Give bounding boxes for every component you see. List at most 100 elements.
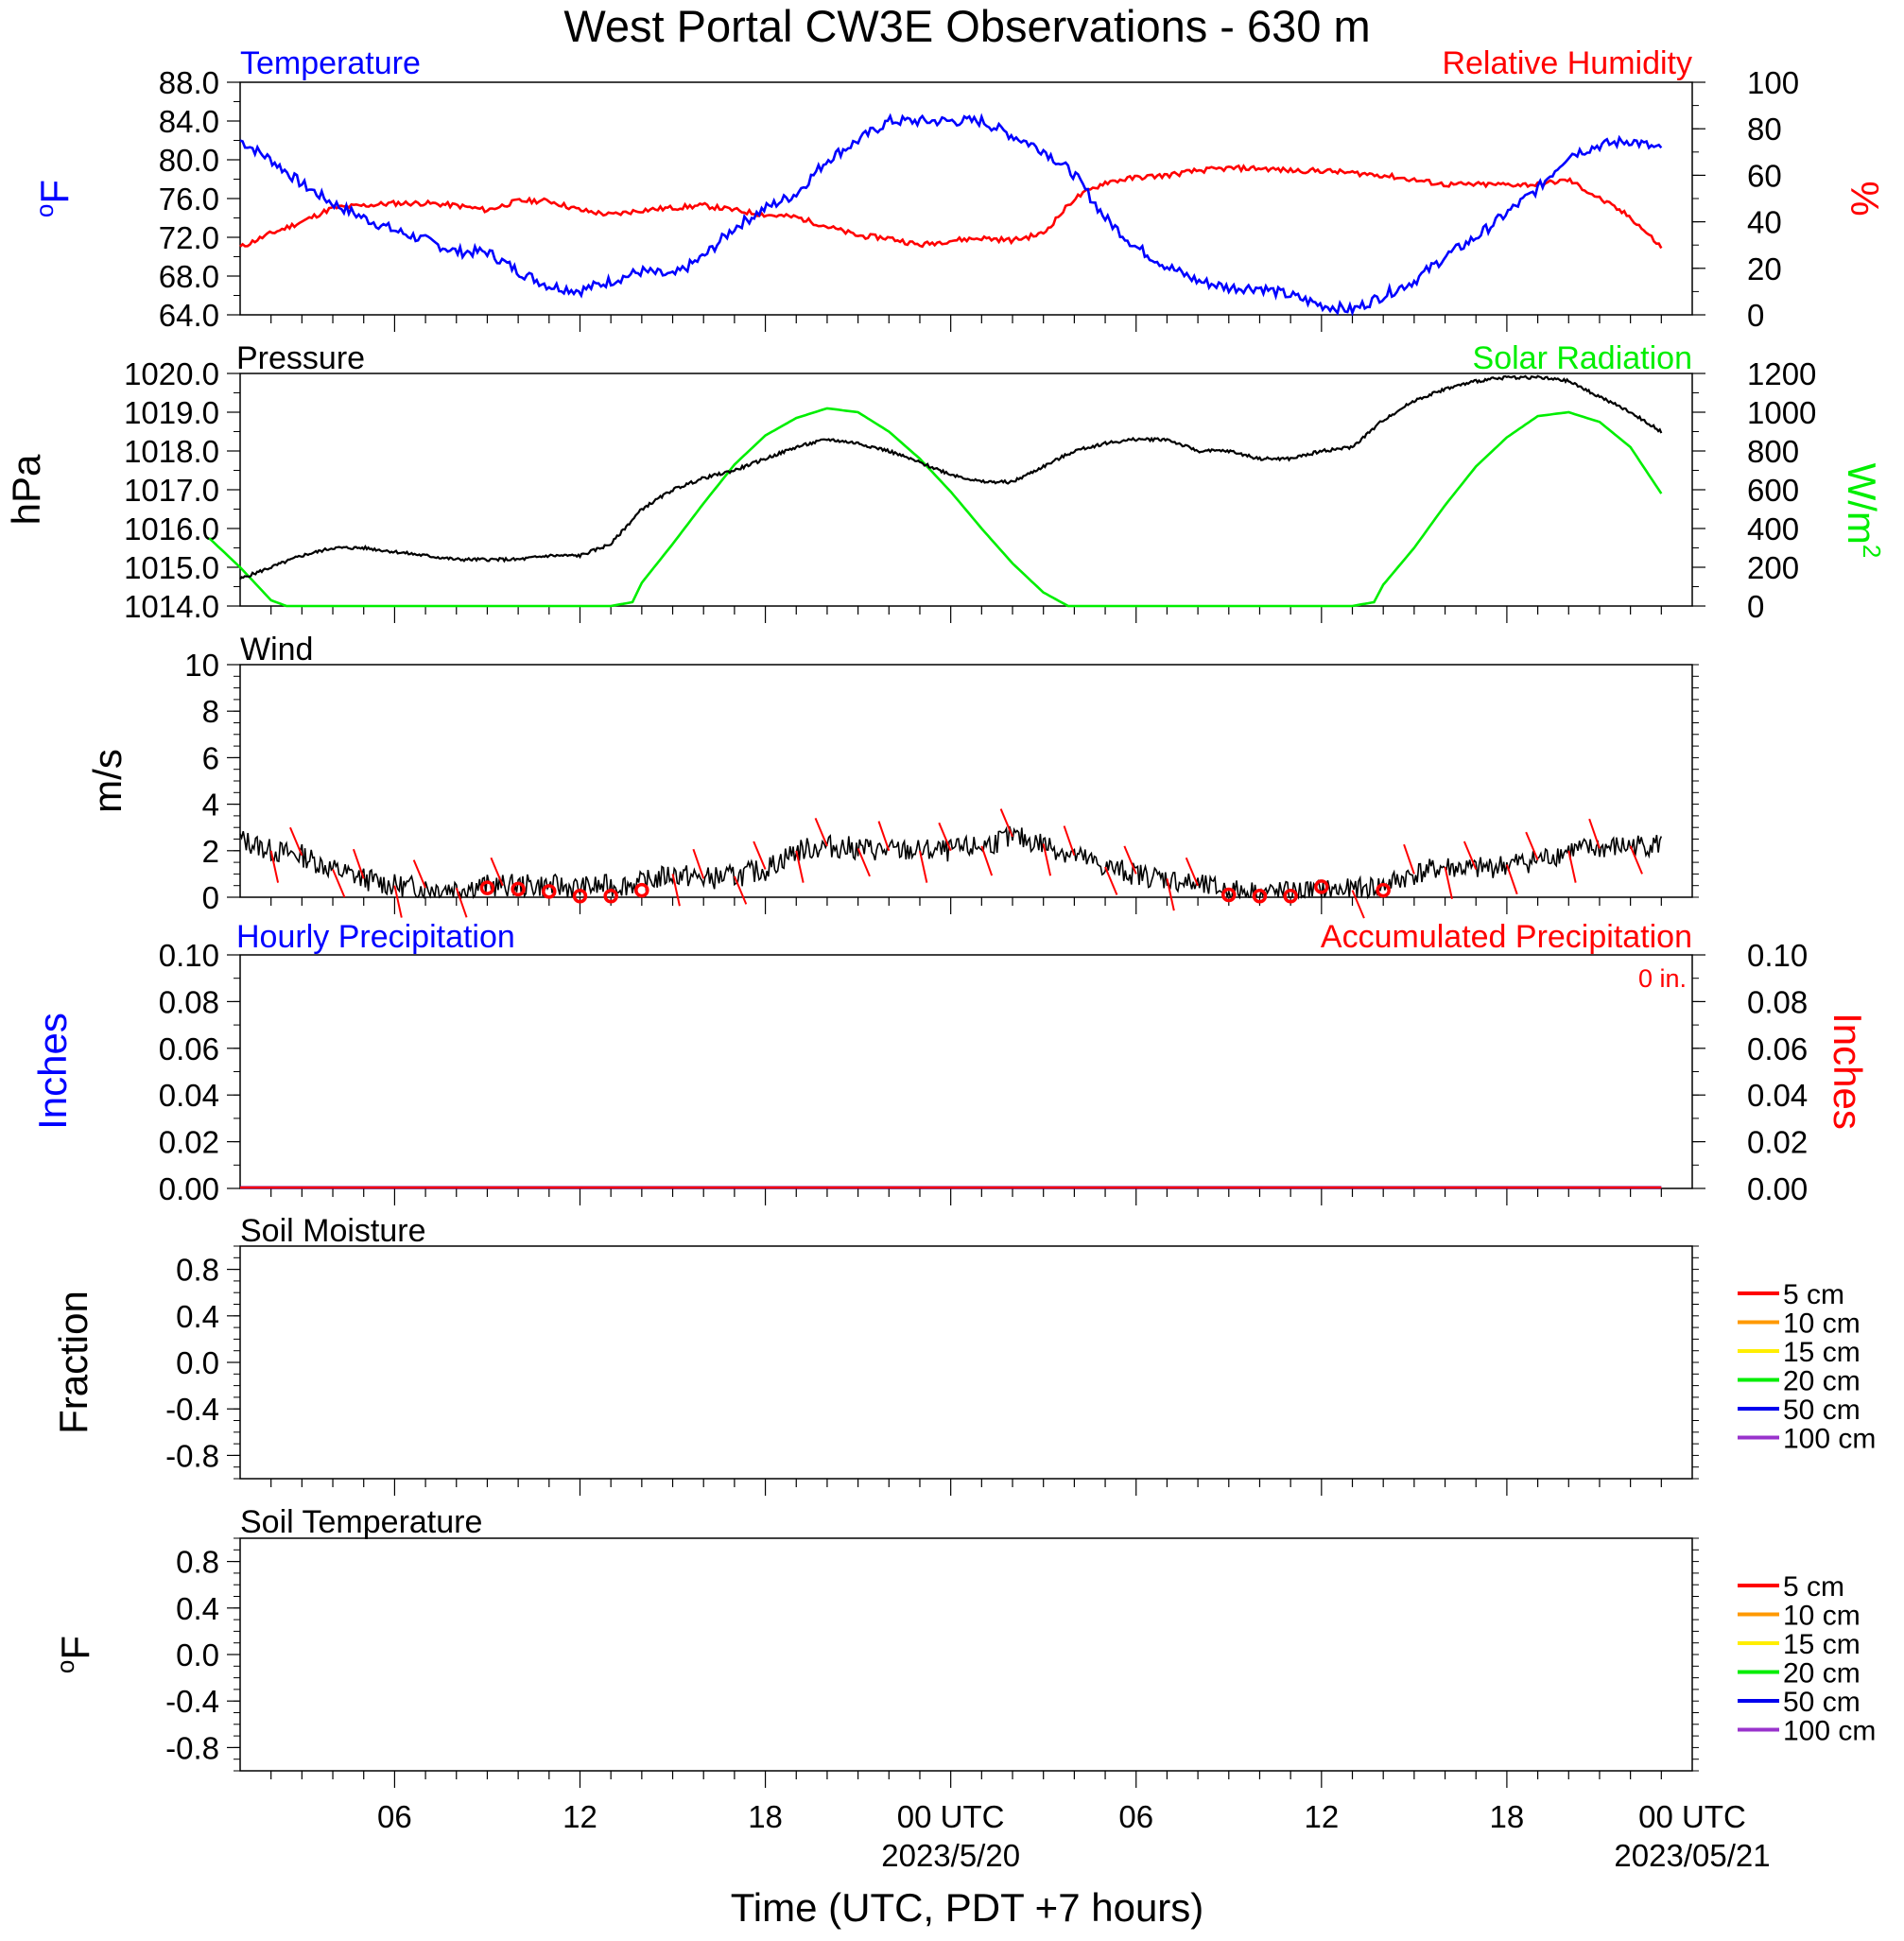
temperature-line <box>239 113 1663 317</box>
soil-moisture-legend-label: 15 cm <box>1783 1337 1861 1368</box>
soil-moisture-legend-label: 5 cm <box>1783 1279 1844 1310</box>
soil-moisture-legend-label: 100 cm <box>1783 1424 1876 1455</box>
solar-title: Solar Radiation <box>1473 340 1692 376</box>
soil-moisture-panel: -0.8 -0.4 0.0 0.4 0.8 <box>165 1245 1699 1496</box>
precip-right-tick-label: 0.00 <box>1747 1171 1808 1206</box>
soil-moisture-y-tick-label: 0.8 <box>176 1253 219 1288</box>
x-tick-label: 12 <box>563 1799 597 1834</box>
wind-barb <box>352 848 365 879</box>
calm-wind-marker <box>603 889 618 904</box>
x-tick-label: 06 <box>1118 1799 1153 1834</box>
wind-barb <box>692 848 705 879</box>
pressure-solar-right-tick-label: 1000 <box>1747 395 1816 430</box>
temp-rh-right-tick-label: 80 <box>1747 112 1782 147</box>
temp-rh-panel: 64.0 68.0 72.076.0 80.0 84.0 88.0 0 20 40 60 80 100 <box>159 65 1799 333</box>
chart-title: West Portal CW3E Observations - 630 m <box>563 1 1370 51</box>
precip-y-tick-label: 0.10 <box>159 938 219 973</box>
soil-moisture-y-tick-label: -0.4 <box>165 1392 219 1427</box>
soil-temperature-y-tick-label: -0.4 <box>165 1684 219 1719</box>
temp-rh-y-tick-label: 64.0 <box>159 298 219 333</box>
precip-left-unit-label: Inches <box>30 1013 75 1130</box>
pressure-solar-right-tick-label: 1200 <box>1747 356 1816 391</box>
pressure-solar-y-tick-label: 1020.0 <box>124 356 219 391</box>
pressure-solar-right-tick-label: 800 <box>1747 434 1799 469</box>
x-tick-label: 18 <box>1490 1799 1525 1834</box>
wind-barb <box>269 850 280 883</box>
soil-moisture-title: Soil Moisture <box>240 1213 426 1249</box>
rh-title: Relative Humidity <box>1442 45 1692 81</box>
precip-right-tick-label: 0.04 <box>1747 1078 1808 1113</box>
precip-y-tick-label: 0.02 <box>159 1125 219 1160</box>
pressure-solar-y-tick-label: 1014.0 <box>124 589 219 624</box>
soil-moisture-legend-label: 10 cm <box>1783 1308 1861 1340</box>
pressure-solar-y-tick-label: 1015.0 <box>124 550 219 585</box>
precip-y-tick-label: 0.00 <box>159 1171 219 1206</box>
temp-rh-y-tick-label: 88.0 <box>159 65 219 100</box>
wind-barb <box>733 875 748 905</box>
pressure-solar-y-tick-label: 1016.0 <box>124 511 219 546</box>
soil-temperature-legend-label: 100 cm <box>1783 1716 1876 1747</box>
wind-barb <box>1567 850 1577 883</box>
wind-barb <box>332 869 346 898</box>
soil-temperature-legend-label: 50 cm <box>1783 1687 1861 1718</box>
wind-barb <box>671 874 681 907</box>
calm-wind-marker <box>1221 887 1237 903</box>
calm-wind-marker <box>511 881 526 897</box>
precip-y-tick-label: 0.08 <box>159 984 219 1019</box>
pressure-solar-right-tick-label: 400 <box>1747 511 1799 546</box>
soil-temperature-y-tick-label: 0.8 <box>176 1545 219 1580</box>
solar-unit-label: W/m2 <box>1840 463 1886 559</box>
temp-rh-y-tick-label: 72.0 <box>159 220 219 255</box>
wind-y-tick-label: 2 <box>202 834 219 869</box>
accum-precip-title: Accumulated Precipitation <box>1321 919 1692 955</box>
wind-barb <box>919 850 928 883</box>
wind-y-tick-label: 4 <box>202 788 219 823</box>
pressure-line <box>239 374 1663 581</box>
x-tick-date-label: 2023/5/20 <box>881 1838 1020 1873</box>
wind-panel: 0 2 4 6 8 10 <box>184 648 1699 919</box>
x-tick-label: 00 UTC <box>897 1799 1005 1834</box>
wind-barb <box>980 845 994 876</box>
wind-barb <box>455 887 468 918</box>
x-tick-label: 00 UTC <box>1638 1799 1746 1834</box>
wind-title: Wind <box>240 632 313 667</box>
wind-barb <box>1166 878 1175 911</box>
temp-rh-right-tick-label: 100 <box>1747 65 1799 100</box>
wind-barb <box>1444 866 1453 900</box>
temp-rh-right-tick-label: 40 <box>1747 205 1782 240</box>
pressure-solar-y-tick-label: 1018.0 <box>124 434 219 469</box>
solar-radiation-line <box>208 407 1663 608</box>
wind-y-tick-label: 10 <box>184 648 219 683</box>
pressure-solar-right-tick-label: 0 <box>1747 589 1764 624</box>
calm-wind-marker <box>634 882 649 898</box>
wind-speed-line <box>239 825 1663 901</box>
precip-right-tick-label: 0.02 <box>1747 1125 1808 1160</box>
soil-temperature-panel: -0.8 -0.4 0.0 0.4 0.8 <box>165 1537 1699 1788</box>
soil-temperature-legend-label: 10 cm <box>1783 1601 1861 1632</box>
soil-temperature-y-tick-label: 0.0 <box>176 1638 219 1672</box>
temp-rh-y-tick-label: 84.0 <box>159 104 219 139</box>
wind-unit-label: m/s <box>85 749 130 813</box>
soil-temperature-y-tick-label: 0.4 <box>176 1591 219 1626</box>
temp-rh-right-tick-label: 20 <box>1747 251 1782 286</box>
soil-moisture-y-tick-label: 0.4 <box>176 1299 219 1334</box>
wind-barb <box>412 859 427 889</box>
wind-barb <box>289 826 303 857</box>
soil-moisture-legend-label: 50 cm <box>1783 1395 1861 1426</box>
soil-temperature-y-tick-label: -0.8 <box>165 1730 219 1765</box>
x-tick-label: 18 <box>748 1799 783 1834</box>
soil-temperature-frame <box>239 1537 1693 1772</box>
wind-barb <box>814 818 828 847</box>
temp-rh-y-tick-label: 80.0 <box>159 143 219 178</box>
precip-right-tick-label: 0.06 <box>1747 1031 1808 1066</box>
wind-barb <box>1042 843 1052 876</box>
precip-right-tick-label: 0.08 <box>1747 984 1808 1019</box>
soil-temperature-legend-label: 5 cm <box>1783 1571 1844 1603</box>
soil-moisture-unit-label: Fraction <box>51 1291 95 1434</box>
wind-y-tick-label: 0 <box>202 880 219 915</box>
x-axis-title: Time (UTC, PDT +7 hours) <box>731 1885 1204 1930</box>
wind-barb <box>1588 818 1601 849</box>
